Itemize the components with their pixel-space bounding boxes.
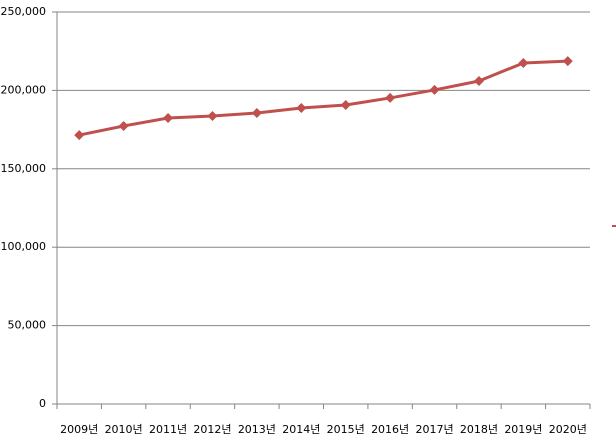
data-point xyxy=(163,112,174,123)
y-tick-label: 100,000 xyxy=(1,240,47,253)
y-tick-label: 250,000 xyxy=(1,5,47,18)
data-point xyxy=(74,130,85,141)
data-point xyxy=(473,75,484,86)
y-tick-label: 0 xyxy=(39,397,46,410)
data-point xyxy=(340,99,351,110)
x-tick-label: 2020년 xyxy=(549,423,587,436)
x-tick-label: 2013년 xyxy=(238,423,276,436)
data-point xyxy=(518,57,529,68)
series-line xyxy=(78,59,568,137)
x-tick-label: 2014년 xyxy=(282,423,320,436)
x-tick-label: 2010년 xyxy=(105,423,143,436)
x-tick-label: 2012년 xyxy=(193,423,231,436)
x-tick-label: 2011년 xyxy=(149,423,187,436)
data-point xyxy=(207,110,218,121)
data-point xyxy=(251,107,262,118)
data-point xyxy=(296,102,307,113)
x-tick-label: 2009년 xyxy=(60,423,98,436)
data-point xyxy=(429,84,440,95)
data-point xyxy=(118,120,129,131)
x-tick-label: 2016년 xyxy=(371,423,409,436)
x-tick-label: 2015년 xyxy=(327,423,365,436)
y-tick-label: 150,000 xyxy=(1,162,47,175)
data-point xyxy=(562,56,573,67)
x-tick-label: 2018년 xyxy=(460,423,498,436)
y-tick-label: 50,000 xyxy=(8,319,47,332)
x-tick-label: 2019년 xyxy=(504,423,542,436)
x-tick-label: 2017년 xyxy=(415,423,453,436)
y-tick-label: 200,000 xyxy=(1,83,47,96)
data-point xyxy=(385,92,396,103)
